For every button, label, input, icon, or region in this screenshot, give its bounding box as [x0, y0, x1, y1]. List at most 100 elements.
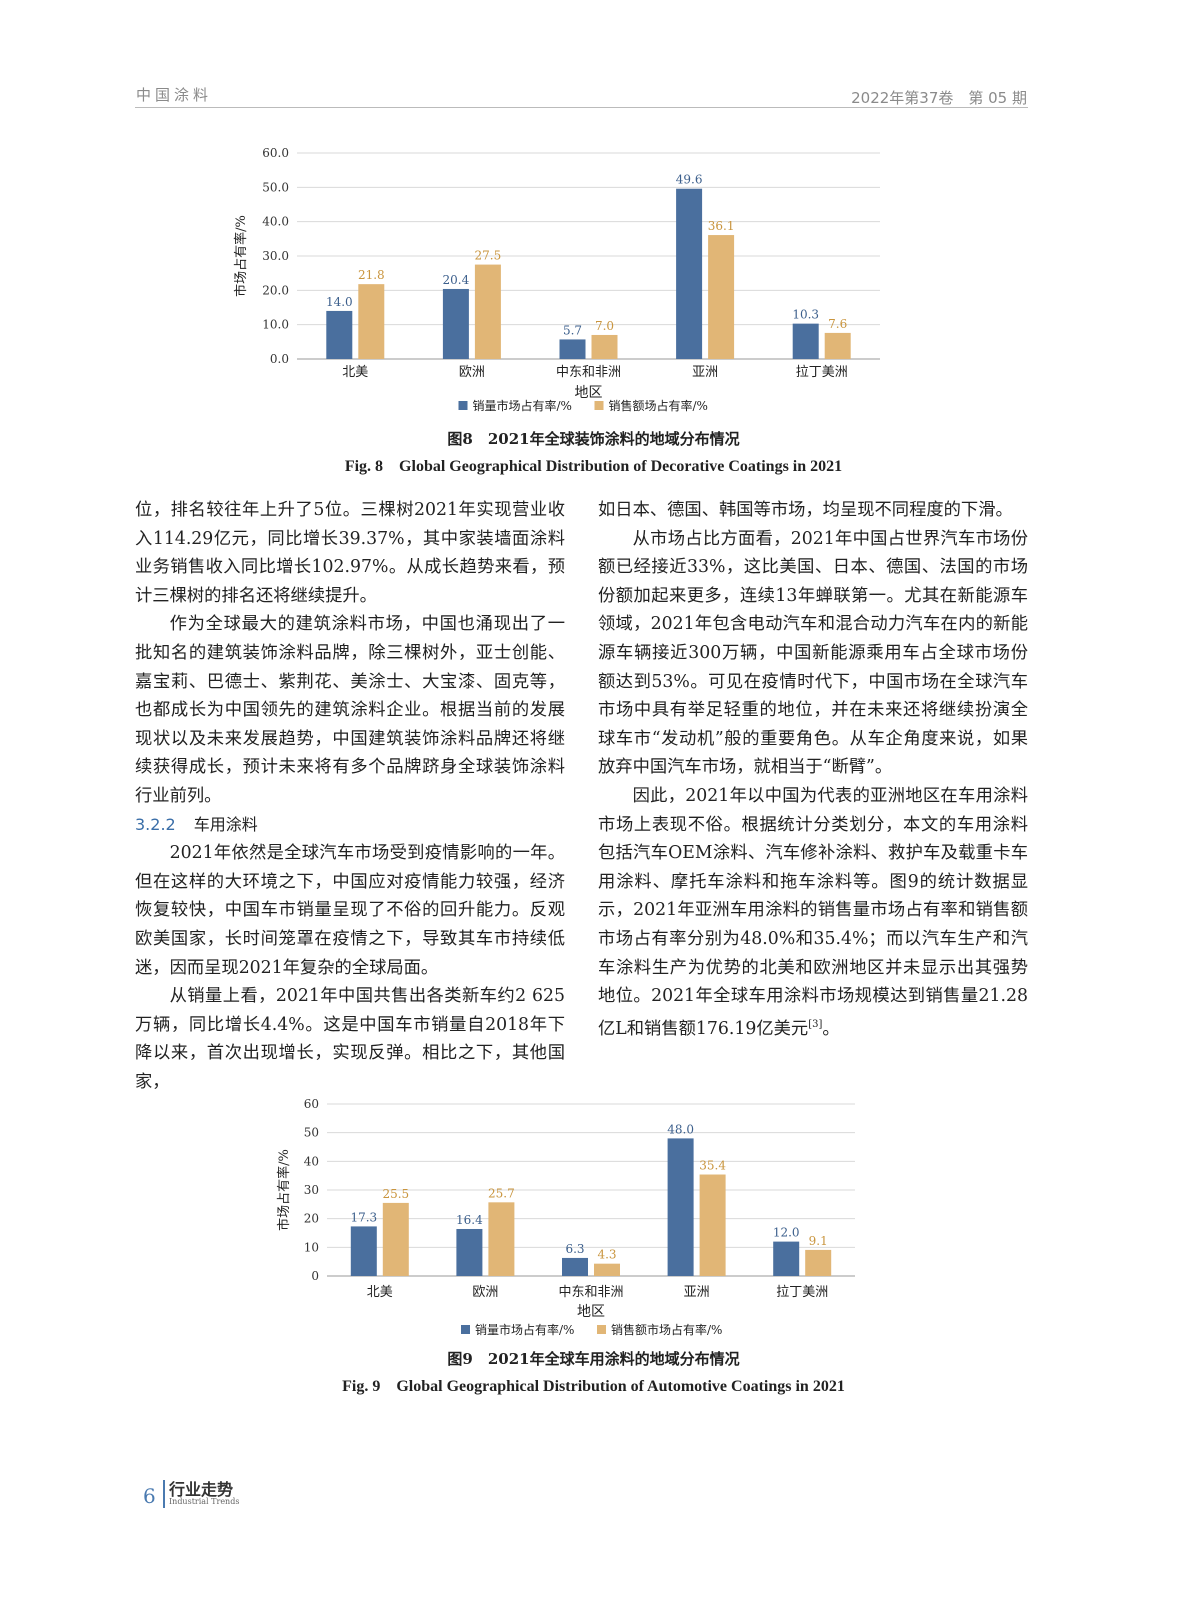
- bar-volume: [773, 1241, 800, 1276]
- data-label: 10.3: [792, 308, 819, 322]
- bar-volume: [676, 188, 703, 359]
- y-axis-label: 市场占有率/%: [233, 215, 249, 297]
- paragraph: 从市场占比方面看，2021年中国占世界汽车市场份额已经接近33%，这比美国、日本…: [598, 528, 1028, 778]
- data-label: 25.7: [488, 1186, 515, 1200]
- footer-section-en: Industrial Trends: [169, 1497, 240, 1506]
- y-tick-label: 40: [304, 1154, 319, 1168]
- bar-volume: [442, 288, 469, 359]
- figure-9-chart: 0 10 20 30 40 50 60 北美 17.3 25.5 欧洲 16.4 25.7 中东和非洲 6.…: [276, 1097, 855, 1337]
- bar-value: [708, 235, 735, 359]
- x-tick-label: 亚洲: [692, 365, 718, 380]
- bar-volume: [456, 1228, 483, 1276]
- bar-volume: [667, 1138, 694, 1276]
- y-tick-label: 10.0: [262, 318, 289, 332]
- x-tick-label: 中东和非洲: [558, 1285, 623, 1300]
- y-tick-label: 60.0: [262, 146, 289, 160]
- figure-8-chart: 0.0 10.0 20.0 30.0 40.0 50.0 60.0 北美 14.0 21.8 欧洲 2…: [233, 146, 880, 413]
- bar-value: [591, 334, 618, 359]
- paragraph: 如日本、德国、韩国等市场，均呈现不同程度的下滑。: [598, 500, 1013, 520]
- bar-value: [488, 1202, 515, 1276]
- page-number: 6: [143, 1484, 156, 1508]
- y-tick-label: 20: [304, 1212, 319, 1226]
- y-tick-label: 10: [304, 1240, 319, 1254]
- x-tick-label: 亚洲: [684, 1285, 710, 1300]
- paragraph: 作为全球最大的建筑涂料市场，中国也涌现出了一批知名的建筑装饰涂料品牌，除三棵树外…: [135, 614, 565, 806]
- data-label: 48.0: [667, 1122, 694, 1136]
- data-label: 7.0: [595, 319, 614, 333]
- data-label: 20.4: [443, 273, 470, 287]
- figure-9-caption-en: Fig. 9 Global Geographical Distribution …: [342, 1378, 845, 1395]
- bar-volume: [350, 1226, 377, 1276]
- x-tick-label: 拉丁美洲: [776, 1285, 828, 1300]
- legend-label: 销量市场占有率/%: [475, 1322, 574, 1337]
- data-label: 17.3: [350, 1210, 377, 1224]
- y-tick-label: 30: [304, 1183, 319, 1197]
- data-label: 25.5: [382, 1187, 409, 1201]
- bar-value: [594, 1263, 620, 1276]
- section-title: 车用涂料: [193, 814, 258, 834]
- footer-section-cn: 行业走势: [169, 1480, 234, 1499]
- y-tick-label: 20.0: [262, 283, 289, 297]
- data-label: 7.6: [828, 317, 847, 331]
- bar-value: [382, 1202, 409, 1276]
- x-tick-label: 欧洲: [459, 365, 485, 380]
- figure-8-caption-en: Fig. 8 Global Geographical Distribution …: [344, 458, 843, 475]
- x-tick-label: 北美: [342, 365, 368, 380]
- running-header-journal: 中国涂料: [136, 86, 213, 104]
- data-label: 14.0: [326, 295, 353, 309]
- legend-label: 销售额场占有率/%: [609, 398, 708, 413]
- paragraph: 位，排名较往年上升了5位。三棵树2021年实现营业收入114.29亿元，同比增长…: [135, 500, 565, 606]
- data-label: 49.6: [676, 173, 703, 187]
- paragraph-end: 。: [822, 1018, 840, 1039]
- legend-swatch: [458, 401, 468, 410]
- y-tick-label: 50.0: [262, 180, 289, 194]
- bar-value: [824, 332, 851, 359]
- figure-9-caption-cn: 图9 2021年全球车用涂料的地域分布情况: [447, 1350, 740, 1368]
- bar-value: [358, 284, 385, 359]
- paragraph: 因此，2021年以中国为代表的亚洲地区在车用涂料市场上表现不俗。根据统计分类划分…: [598, 782, 1028, 1043]
- y-tick-label: 30.0: [262, 249, 289, 263]
- x-tick-label: 北美: [367, 1285, 393, 1300]
- running-header-issue: 2022年第37卷 第 05 期: [851, 89, 1027, 107]
- x-axis-label: 地区: [575, 385, 603, 401]
- left-column: 位，排名较往年上升了5位。三棵树2021年实现营业收入114.29亿元，同比增长…: [135, 496, 565, 1096]
- bar-value: [699, 1174, 726, 1276]
- footer-divider: [163, 1480, 165, 1508]
- data-label: 21.8: [358, 268, 385, 282]
- right-column: 如日本、德国、韩国等市场，均呈现不同程度的下滑。 从市场占比方面看，2021年中…: [598, 496, 1028, 1043]
- figure-8-caption-cn: 图8 2021年全球装饰涂料的地域分布情况: [447, 430, 740, 448]
- data-label: 35.4: [699, 1159, 726, 1173]
- bar-value: [805, 1249, 832, 1276]
- legend-swatch: [594, 401, 604, 410]
- bar-value: [474, 264, 501, 359]
- y-tick-label: 60: [304, 1097, 319, 1111]
- paragraph-text: 因此，2021年以中国为代表的亚洲地区在车用涂料市场上表现不俗。根据统计分类划分…: [598, 785, 1028, 1039]
- data-label: 9.1: [809, 1234, 828, 1248]
- data-label: 27.5: [475, 249, 502, 263]
- y-tick-label: 0.0: [270, 352, 289, 366]
- section-heading: 3.2.2 车用涂料: [135, 811, 565, 840]
- legend-label: 销量市场占有率/%: [473, 398, 572, 413]
- section-number: 3.2.2: [135, 814, 176, 834]
- data-label: 6.3: [565, 1242, 584, 1256]
- x-tick-label: 欧洲: [472, 1285, 498, 1300]
- y-tick-label: 40.0: [262, 215, 289, 229]
- bar-volume: [562, 1257, 588, 1276]
- data-label: 36.1: [708, 219, 735, 233]
- bar-volume: [792, 323, 819, 359]
- y-tick-label: 0: [311, 1269, 319, 1283]
- header-rule: [135, 107, 1028, 108]
- bar-volume: [559, 339, 586, 359]
- citation-ref[interactable]: [3]: [808, 1018, 823, 1030]
- x-tick-label: 中东和非洲: [556, 365, 621, 380]
- paragraph: 从销量上看，2021年中国共售出各类新车约2 625万辆，同比增长4.4%。这是…: [135, 986, 565, 1092]
- bar-volume: [326, 310, 353, 359]
- data-label: 5.7: [563, 323, 582, 337]
- data-label: 4.3: [597, 1248, 616, 1262]
- legend-swatch: [597, 1325, 606, 1334]
- y-tick-label: 50: [304, 1126, 319, 1140]
- x-tick-label: 拉丁美洲: [796, 365, 848, 380]
- data-label: 16.4: [456, 1213, 483, 1227]
- data-label: 12.0: [773, 1226, 800, 1240]
- y-axis-label: 市场占有率/%: [276, 1149, 292, 1231]
